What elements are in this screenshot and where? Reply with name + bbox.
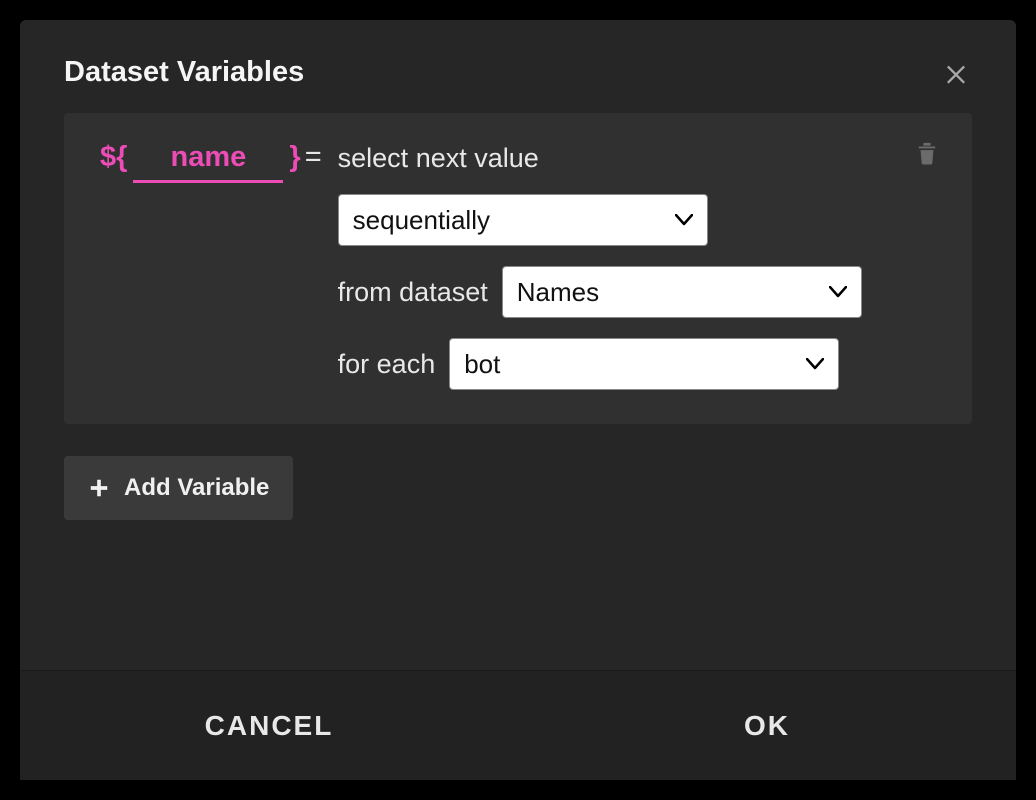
dataset-variables-modal: Dataset Variables ${ } = select next val…	[20, 20, 1016, 780]
variable-token: ${ } =	[100, 141, 328, 183]
dataset-select[interactable]: Names	[502, 266, 862, 318]
equals-sign: =	[301, 141, 328, 174]
token-open: ${	[100, 141, 127, 174]
modal-title: Dataset Variables	[64, 56, 304, 89]
token-close: }	[289, 141, 300, 174]
cancel-button[interactable]: CANCEL	[20, 671, 518, 780]
ok-button[interactable]: OK	[518, 671, 1016, 780]
scope-select[interactable]: bot	[449, 338, 839, 390]
select-next-label: select next value	[338, 143, 539, 174]
from-dataset-label: from dataset	[338, 277, 488, 308]
trash-icon	[916, 139, 938, 165]
method-line: sequentially	[338, 194, 862, 246]
close-icon	[942, 59, 970, 87]
variable-definition-row: ${ } = select next value sequentially	[100, 141, 936, 390]
variable-definition-column: select next value sequentially from data…	[338, 141, 862, 390]
select-next-line: select next value	[338, 143, 862, 174]
variable-card: ${ } = select next value sequentially	[64, 113, 972, 424]
modal-header: Dataset Variables	[20, 20, 1016, 113]
plus-icon	[88, 477, 110, 499]
variable-name-input[interactable]	[133, 141, 283, 183]
scope-line: for each bot	[338, 338, 862, 390]
close-button[interactable]	[940, 57, 972, 89]
modal-footer: CANCEL OK	[20, 670, 1016, 780]
method-select[interactable]: sequentially	[338, 194, 708, 246]
add-variable-button[interactable]: Add Variable	[64, 456, 293, 520]
delete-variable-button[interactable]	[912, 137, 942, 167]
modal-body: ${ } = select next value sequentially	[20, 113, 1016, 670]
for-each-label: for each	[338, 349, 436, 380]
add-variable-label: Add Variable	[124, 474, 269, 502]
dataset-line: from dataset Names	[338, 266, 862, 318]
